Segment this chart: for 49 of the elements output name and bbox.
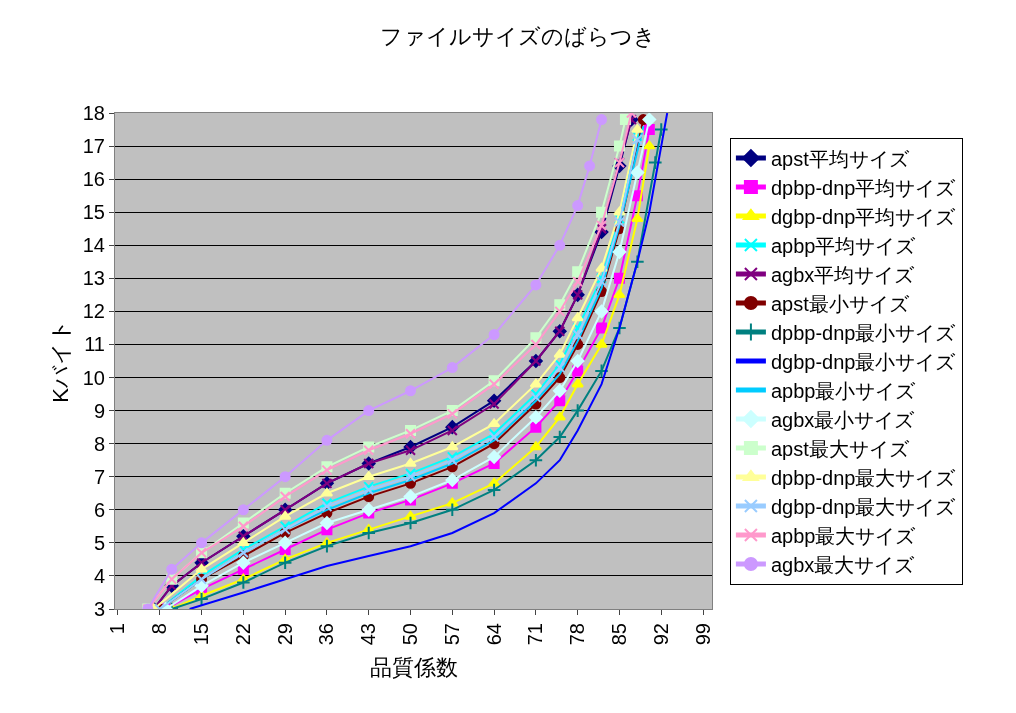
x-tick-label: 99 [691,623,714,646]
y-tick-label: 18 [82,102,105,124]
x-tick-label: 71 [524,623,547,646]
legend-label: dpbp-dnp平均サイズ [770,176,957,199]
legend-label: apst平均サイズ [770,147,910,170]
legend-label: agbx最小サイズ [770,408,916,431]
x-axis-title: 品質係数 [369,655,458,681]
legend-label: dpbp-dnp最大サイズ [770,466,957,489]
y-axis-title: Kバイト [47,319,73,403]
legend-label: agbx平均サイズ [770,263,916,286]
chart-title: ファイルサイズのばらつき [380,23,657,49]
x-tick-label: 22 [231,623,254,646]
legend-label: apst最大サイズ [770,437,910,460]
y-tick-label: 17 [82,135,105,158]
x-tick-label: 78 [566,623,589,646]
legend-label: apbp平均サイズ [770,234,917,257]
legend-label: dgbp-dnp平均サイズ [770,205,957,228]
y-tick-label: 7 [93,465,105,488]
x-tick-label: 1 [106,623,129,635]
legend-label: apbp最大サイズ [770,524,917,547]
y-tick-label: 6 [93,498,105,521]
legend-label: dgbp-dnp最小サイズ [770,350,957,373]
legend-label: dpbp-dnp最小サイズ [770,321,957,344]
x-tick-label: 29 [273,623,296,646]
y-tick-label: 11 [84,333,105,356]
y-tick-label: 8 [93,432,105,455]
legend-label: agbx最大サイズ [770,553,916,576]
y-tick-label: 3 [93,598,105,620]
x-tick-label: 36 [315,623,338,646]
legend-label: dgbp-dnp最大サイズ [770,495,957,518]
y-tick-label: 12 [82,300,105,323]
y-tick-label: 15 [82,201,105,224]
x-tick-label: 15 [190,623,213,646]
legend-label: apst最小サイズ [770,292,910,315]
y-tick-label: 10 [82,366,105,389]
y-tick-label: 4 [93,564,105,587]
y-tick-label: 5 [93,531,105,554]
y-tick-label: 9 [93,399,105,422]
x-tick-label: 50 [399,623,422,646]
y-tick-label: 14 [82,234,105,257]
y-tick-label: 16 [82,168,105,191]
x-tick-label: 64 [482,623,505,646]
legend-label: apbp最小サイズ [770,379,917,402]
x-tick-label: 43 [357,623,380,646]
x-tick-label: 92 [649,623,672,646]
x-tick-label: 57 [440,623,463,646]
y-tick-label: 13 [82,267,105,290]
x-tick-label: 8 [148,623,171,635]
x-tick-label: 85 [607,623,630,646]
